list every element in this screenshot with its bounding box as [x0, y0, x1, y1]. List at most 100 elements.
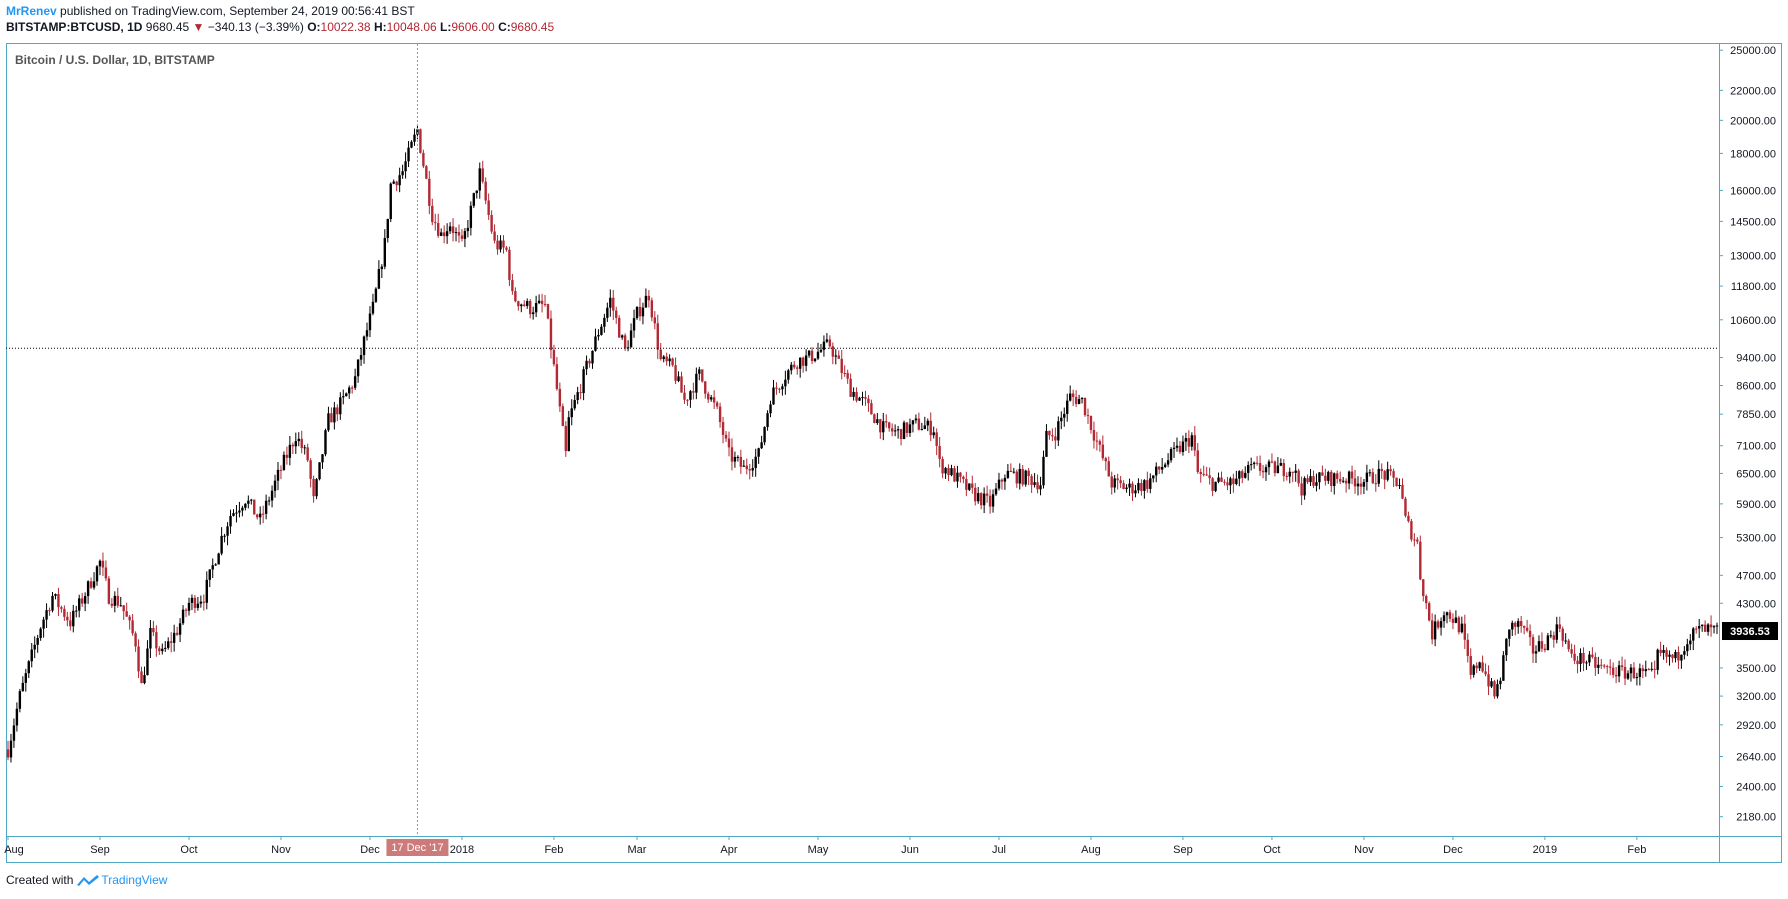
candle-body: [1003, 477, 1007, 482]
candle-body: [1288, 471, 1291, 477]
candle-body: [1306, 478, 1309, 483]
candle-body: [137, 646, 140, 672]
x-tick-label: Jul: [992, 844, 1006, 856]
candle-body: [1519, 621, 1523, 627]
candle-body: [837, 355, 840, 359]
candle-body: [531, 312, 535, 315]
price-axis[interactable]: 25000.00 22000.00 20000.00 18000.00 16000.00…: [1719, 45, 1776, 824]
candle-body: [134, 633, 137, 647]
symbol-label: BITSTAMP:BTCUSD, 1D: [6, 20, 143, 34]
candle-body: [442, 232, 446, 237]
candle-body: [342, 396, 345, 398]
candle-body: [1267, 461, 1271, 468]
candle-body: [1490, 681, 1493, 687]
open-label: O:: [307, 20, 321, 34]
candle-body: [339, 397, 342, 415]
candle-body: [1611, 667, 1615, 675]
candle-body: [143, 675, 146, 684]
time-axis[interactable]: Aug Sep Oct Nov Dec 2018 Feb Mar Apr May Jun Jul Aug…: [4, 836, 1646, 856]
candle-body: [454, 232, 458, 234]
candle-body: [526, 300, 529, 306]
candle-body: [1196, 450, 1199, 472]
candle-body: [1285, 475, 1288, 477]
candle-body: [549, 318, 553, 350]
candle-body: [736, 456, 740, 458]
candle-body: [336, 407, 339, 415]
candle-body: [1398, 484, 1401, 487]
candle-body: [1629, 667, 1633, 674]
candle-body: [674, 365, 677, 381]
candle-body: [950, 468, 953, 476]
x-tick-label: Feb: [544, 844, 563, 856]
candle-body: [1594, 656, 1597, 668]
candle-body: [377, 269, 381, 289]
candle-body: [790, 364, 793, 371]
high-label: H:: [373, 20, 387, 34]
candle-body: [42, 619, 45, 629]
tradingview-link[interactable]: TradingView: [77, 873, 167, 887]
candle-body: [392, 181, 395, 184]
candle-body: [1128, 483, 1131, 488]
candle-body: [1425, 596, 1428, 604]
candle-body: [523, 304, 526, 306]
candle-body: [1579, 653, 1582, 665]
candle-body: [870, 403, 873, 415]
candle-body: [914, 418, 918, 421]
author-link[interactable]: MrRenev: [6, 4, 57, 18]
candle-body: [1252, 462, 1256, 465]
candle-body: [1273, 461, 1277, 474]
candle-body: [1054, 436, 1057, 441]
candle-body: [232, 513, 235, 516]
candle-body: [1422, 579, 1425, 597]
candle-body: [1042, 456, 1045, 486]
candle-body: [199, 601, 203, 604]
candle-body: [1709, 624, 1713, 628]
candle-body: [1247, 464, 1250, 473]
candle-body: [514, 291, 517, 302]
candle-body: [1665, 649, 1668, 657]
candle-body: [1039, 485, 1042, 490]
candle-body: [80, 598, 84, 604]
candle-body: [294, 441, 298, 447]
candle-body: [644, 295, 648, 308]
candle-body: [1623, 667, 1627, 679]
candle-body: [885, 421, 888, 423]
candle-body: [1249, 464, 1253, 466]
candle-body: [888, 422, 891, 429]
candle-body: [431, 205, 434, 223]
candle-body: [410, 141, 413, 148]
candle-body: [92, 581, 96, 588]
candle-body: [1558, 624, 1561, 629]
y-tick-label: 3500.00: [1736, 663, 1776, 675]
candle-body: [1635, 676, 1639, 679]
candle-body: [1104, 458, 1107, 462]
candle-body: [665, 356, 668, 362]
candle-body: [220, 535, 223, 554]
candle-body: [1166, 460, 1170, 465]
candle-body: [982, 493, 986, 506]
crosshair-date-badge: [386, 839, 449, 856]
candle-body: [941, 458, 944, 474]
candle-body: [1466, 639, 1469, 657]
candle-body: [1407, 515, 1410, 522]
candle-body: [629, 330, 633, 348]
candle-body: [457, 232, 461, 236]
candle-body: [920, 429, 924, 431]
candle-body: [991, 494, 995, 507]
candle-body: [1270, 461, 1274, 463]
candle-body: [612, 297, 615, 311]
candle-body: [1695, 628, 1698, 630]
price-change: −340.13 (−3.39%): [207, 20, 304, 34]
candle-body: [69, 620, 72, 627]
candle-body: [1561, 628, 1564, 641]
candle-body: [321, 454, 324, 463]
candle-body: [101, 560, 105, 568]
candle-body: [333, 407, 336, 423]
candle-body: [178, 623, 182, 635]
candle-body: [1057, 421, 1060, 441]
candle-body: [1522, 626, 1526, 628]
candle-body: [484, 181, 487, 201]
x-tick-label: Mar: [628, 844, 647, 856]
candle-body: [653, 317, 657, 324]
